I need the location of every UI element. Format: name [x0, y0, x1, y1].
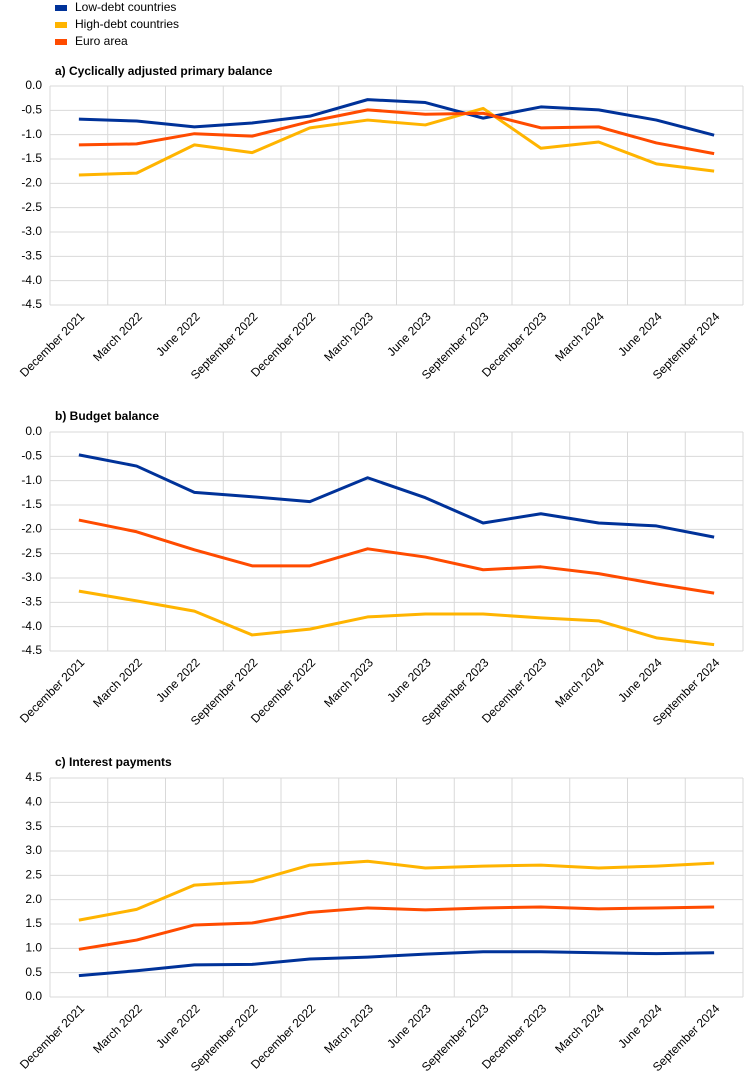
y-tick-label: -3.0	[21, 570, 42, 584]
series-line: High-debt countries	[78, 859, 715, 922]
y-tick-label: 3.5	[25, 819, 42, 833]
x-tick-label: March 2022	[90, 309, 145, 364]
series-line: High-debt countries	[78, 106, 715, 177]
y-tick-label: -3.0	[21, 224, 42, 238]
y-tick-label: 0.5	[25, 965, 42, 979]
legend-swatch	[55, 22, 67, 28]
x-tick-label: June 2024	[615, 309, 665, 359]
y-tick-label: 1.0	[25, 941, 42, 955]
x-tick-label: June 2023	[384, 1001, 434, 1051]
y-tick-label: 2.5	[25, 868, 42, 882]
series-line: Euro area	[78, 518, 715, 595]
y-tick-label: 0.0	[25, 989, 42, 1003]
x-tick-label: June 2022	[153, 655, 203, 705]
chart-title: a) Cyclically adjusted primary balance	[55, 64, 273, 78]
series-line: Low-debt countries	[78, 98, 715, 137]
x-tick-label: June 2022	[153, 309, 203, 359]
y-tick-label: 0.0	[25, 78, 42, 92]
x-tick-label: December 2021	[17, 1001, 88, 1072]
x-tick-label: March 2023	[321, 309, 376, 364]
x-tick-label: June 2023	[384, 655, 434, 705]
y-tick-label: -0.5	[21, 449, 42, 463]
y-tick-label: -4.5	[21, 643, 42, 657]
y-tick-label: -2.5	[21, 200, 42, 214]
legend-label: Low-debt countries	[75, 0, 176, 14]
y-tick-label: -1.0	[21, 127, 42, 141]
x-tick-label: June 2024	[615, 1001, 665, 1051]
y-tick-label: 4.5	[25, 770, 42, 784]
x-tick-label: December 2021	[17, 309, 88, 380]
x-tick-label: March 2024	[552, 655, 607, 710]
legend-swatch	[55, 39, 67, 45]
y-tick-label: -3.5	[21, 595, 42, 609]
y-tick-label: -0.5	[21, 103, 42, 117]
y-tick-label: -1.5	[21, 497, 42, 511]
x-tick-label: March 2024	[552, 309, 607, 364]
legend-label: High-debt countries	[75, 17, 179, 31]
y-tick-label: -4.5	[21, 297, 42, 311]
x-tick-label: June 2022	[153, 1001, 203, 1051]
x-tick-label: March 2022	[90, 655, 145, 710]
x-tick-label: June 2024	[615, 655, 665, 705]
y-tick-label: -2.0	[21, 176, 42, 190]
y-tick-label: -1.0	[21, 473, 42, 487]
y-tick-label: 3.0	[25, 843, 42, 857]
legend-label: Euro area	[75, 34, 128, 48]
y-tick-label: -4.0	[21, 273, 42, 287]
y-tick-label: -2.0	[21, 522, 42, 536]
series-line: Low-debt countries	[78, 453, 715, 539]
y-tick-label: 0.0	[25, 424, 42, 438]
legend-swatch	[55, 5, 67, 11]
x-tick-label: March 2022	[90, 1001, 145, 1056]
x-tick-label: December 2021	[17, 655, 88, 726]
x-tick-label: March 2024	[552, 1001, 607, 1056]
panel: a) Cyclically adjusted primary balance 0.…	[17, 64, 744, 382]
x-tick-label: March 2023	[321, 655, 376, 710]
x-tick-label: March 2023	[321, 1001, 376, 1056]
series-line: Euro area	[78, 108, 715, 156]
y-tick-label: 1.5	[25, 916, 42, 930]
y-tick-label: -2.5	[21, 546, 42, 560]
y-tick-label: -1.5	[21, 151, 42, 165]
y-tick-label: 4.0	[25, 795, 42, 809]
panel: c) Interest payments 0.0 0.5 1.0 1.5 2.0 2.5 3.…	[17, 755, 744, 1074]
x-tick-label: June 2023	[384, 309, 434, 359]
series-line: Euro area	[78, 905, 715, 951]
y-tick-label: -3.5	[21, 249, 42, 263]
panel: b) Budget balance 0.0 -0.5 -1.0 -1.5 -2.0 -2.5…	[17, 409, 744, 728]
series-line: High-debt countries	[78, 589, 715, 647]
y-tick-label: -4.0	[21, 619, 42, 633]
y-tick-label: 2.0	[25, 892, 42, 906]
chart-title: b) Budget balance	[55, 409, 159, 423]
series-line: Low-debt countries	[78, 950, 715, 978]
chart-title: c) Interest payments	[55, 755, 172, 769]
